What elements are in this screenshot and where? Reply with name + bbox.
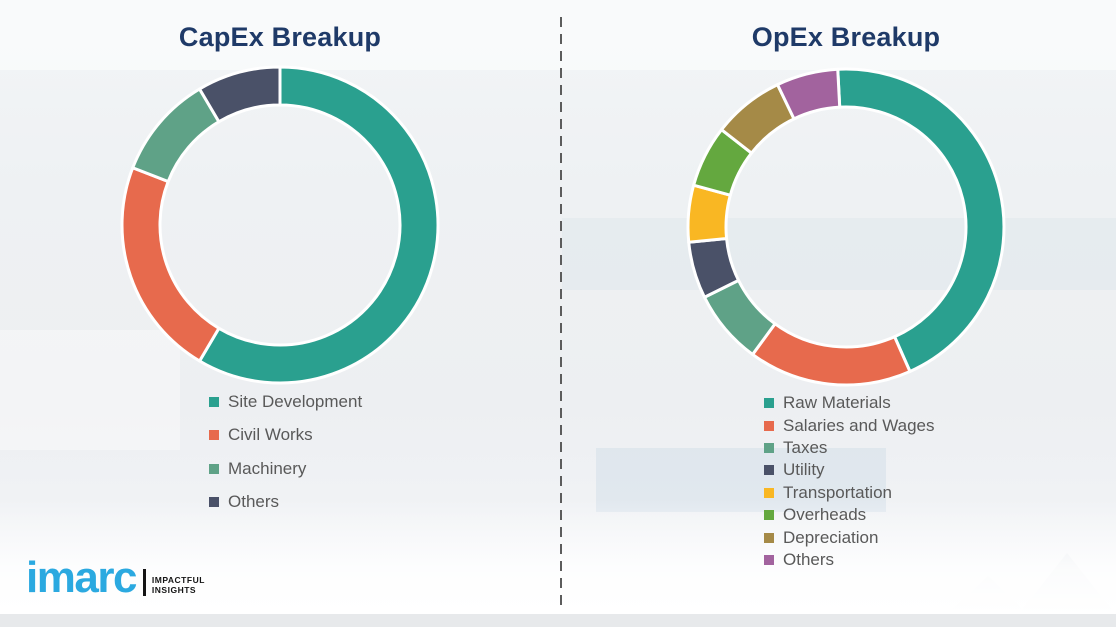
legend-swatch bbox=[209, 430, 219, 441]
donut-segment-raw-materials bbox=[836, 67, 1006, 373]
vertical-dashed-divider bbox=[560, 17, 562, 605]
legend-swatch bbox=[764, 554, 774, 565]
legend-swatch bbox=[764, 420, 774, 431]
legend-label: Transportation bbox=[783, 482, 892, 502]
legend-label: Utility bbox=[783, 460, 825, 480]
logo-tagline-line1: IMPACTFUL bbox=[151, 575, 205, 585]
imarc-logo: imarc IMPACTFUL INSIGHTS bbox=[26, 553, 205, 603]
legend-label: Others bbox=[228, 492, 280, 512]
legend-swatch bbox=[764, 465, 774, 476]
opex-legend: Raw Materials Salaries and Wages Taxes U… bbox=[764, 392, 935, 571]
legend-swatch bbox=[764, 532, 774, 543]
background-triangle bbox=[1018, 553, 1116, 615]
legend-label: Raw Materials bbox=[783, 393, 891, 413]
legend-item: Others bbox=[764, 549, 935, 571]
logo-tagline: IMPACTFUL INSIGHTS bbox=[152, 575, 205, 595]
capex-legend: Site Development Civil Works Machinery O… bbox=[209, 385, 362, 519]
logo-tagline-line2: INSIGHTS bbox=[151, 585, 197, 595]
legend-item: Taxes bbox=[764, 437, 935, 459]
footer-strip bbox=[0, 614, 1116, 627]
legend-item: Utility bbox=[764, 459, 935, 481]
legend-swatch bbox=[764, 510, 774, 521]
legend-item: Civil Works bbox=[209, 419, 362, 453]
legend-item: Depreciation bbox=[764, 526, 935, 548]
legend-swatch bbox=[764, 487, 774, 498]
legend-swatch bbox=[209, 497, 219, 508]
legend-label: Overheads bbox=[783, 505, 867, 525]
legend-item: Transportation bbox=[764, 482, 935, 504]
donut-segment-others bbox=[776, 67, 842, 121]
legend-label: Others bbox=[783, 549, 835, 569]
donut-segment-others bbox=[198, 65, 282, 124]
legend-item: Salaries and Wages bbox=[764, 414, 935, 436]
legend-swatch bbox=[764, 398, 774, 409]
legend-label: Depreciation bbox=[783, 527, 879, 547]
legend-label: Machinery bbox=[228, 458, 307, 478]
legend-item: Raw Materials bbox=[764, 392, 935, 414]
opex-donut-chart bbox=[686, 67, 1006, 387]
legend-label: Civil Works bbox=[228, 425, 313, 445]
donut-segment-salaries-and-wages bbox=[751, 322, 912, 387]
logo-divider-bar bbox=[142, 569, 146, 596]
legend-item: Site Development bbox=[209, 385, 362, 419]
imarc-logo-wordmark: imarc bbox=[26, 553, 137, 603]
capex-chart-title: CapEx Breakup bbox=[178, 22, 382, 52]
legend-swatch bbox=[764, 442, 774, 453]
background-triangle bbox=[946, 576, 1030, 616]
donut-segment-machinery bbox=[131, 87, 221, 184]
legend-label: Site Development bbox=[228, 391, 363, 411]
legend-swatch bbox=[209, 396, 219, 407]
legend-item: Others bbox=[209, 486, 362, 520]
legend-item: Machinery bbox=[209, 452, 362, 486]
legend-label: Salaries and Wages bbox=[783, 415, 935, 435]
donut-segment-site-development bbox=[198, 65, 440, 385]
legend-swatch bbox=[209, 463, 219, 474]
donut-segment-civil-works bbox=[120, 166, 221, 363]
capex-donut-chart bbox=[120, 65, 440, 385]
legend-item: Overheads bbox=[764, 504, 935, 526]
legend-label: Taxes bbox=[783, 437, 828, 457]
opex-chart-title: OpEx Breakup bbox=[751, 22, 941, 52]
